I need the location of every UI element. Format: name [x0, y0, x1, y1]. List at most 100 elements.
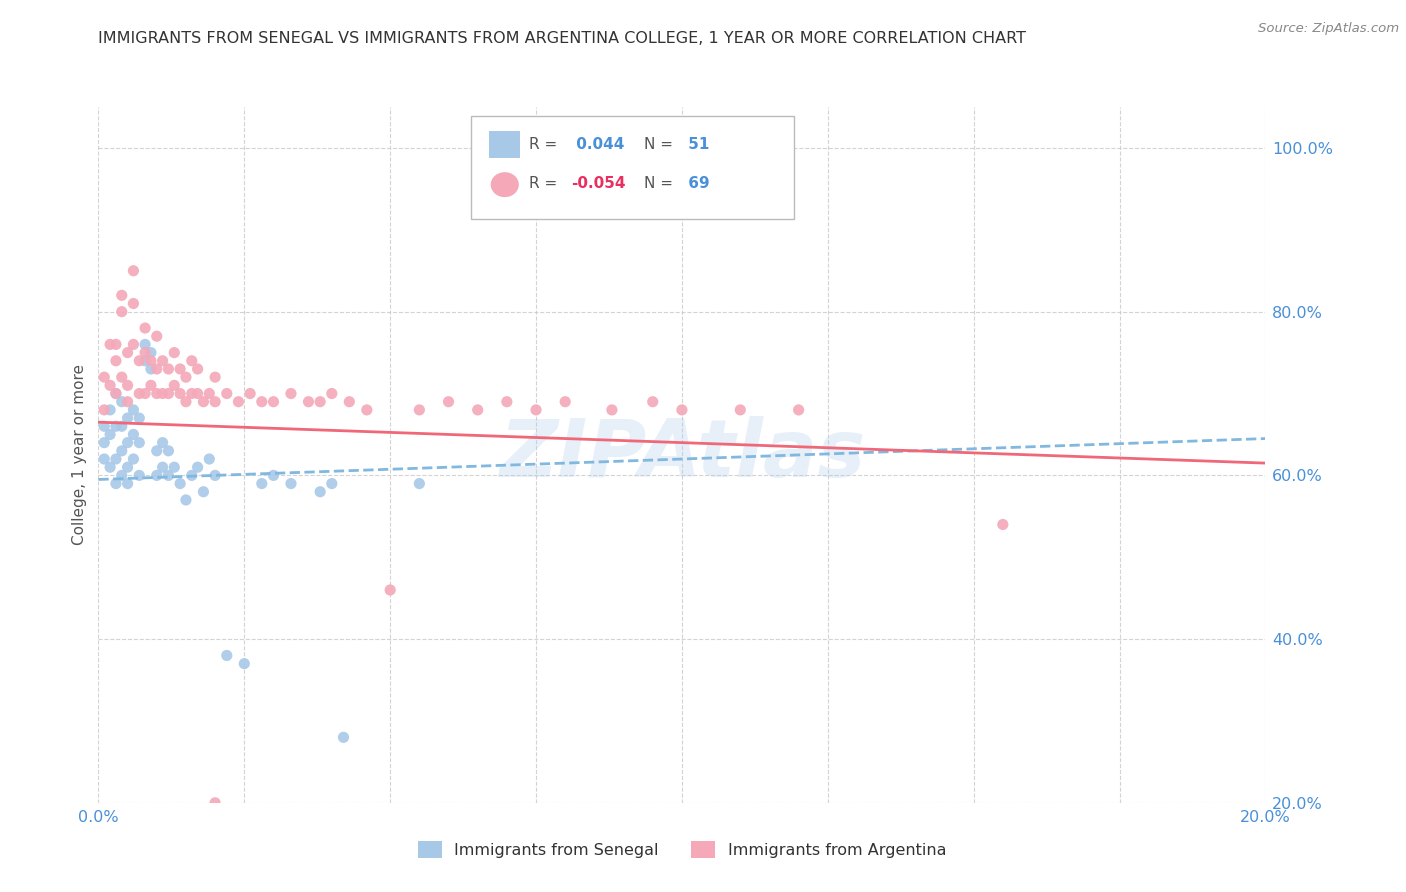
Point	[146, 329, 169, 343]
Point	[169, 476, 191, 491]
Point	[93, 370, 115, 384]
Point	[215, 386, 238, 401]
Point	[122, 296, 145, 310]
Point	[152, 460, 174, 475]
Point	[122, 337, 145, 351]
Point	[134, 386, 156, 401]
Point	[641, 394, 664, 409]
Point	[111, 468, 134, 483]
Point	[174, 394, 197, 409]
Point	[117, 378, 139, 392]
Point	[111, 288, 134, 302]
Point	[163, 345, 186, 359]
Text: 51: 51	[683, 137, 710, 153]
Point	[198, 452, 221, 467]
Point	[198, 386, 221, 401]
Point	[111, 443, 134, 458]
Point	[157, 443, 180, 458]
Point	[408, 403, 430, 417]
Point	[495, 394, 517, 409]
Point	[356, 403, 378, 417]
Point	[146, 468, 169, 483]
Point	[152, 386, 174, 401]
Point	[139, 362, 162, 376]
Point	[104, 386, 127, 401]
Point	[233, 657, 256, 671]
Point	[128, 468, 150, 483]
Point	[152, 435, 174, 450]
Point	[111, 394, 134, 409]
Point	[104, 452, 127, 467]
Point	[332, 731, 354, 745]
Point	[169, 362, 191, 376]
Point	[204, 468, 226, 483]
Point	[321, 386, 343, 401]
Point	[991, 517, 1014, 532]
Point	[111, 304, 134, 318]
Point	[98, 337, 121, 351]
Point	[180, 468, 202, 483]
Point	[98, 427, 121, 442]
Point	[321, 476, 343, 491]
Point	[122, 427, 145, 442]
Point	[728, 403, 751, 417]
Point	[787, 403, 810, 417]
Point	[437, 394, 460, 409]
Point	[122, 403, 145, 417]
Point	[104, 386, 127, 401]
Point	[139, 345, 162, 359]
Point	[467, 403, 489, 417]
Point	[337, 394, 360, 409]
Point	[111, 419, 134, 434]
Point	[250, 476, 273, 491]
Point	[98, 460, 121, 475]
Point	[204, 370, 226, 384]
Point	[187, 460, 209, 475]
Point	[104, 337, 127, 351]
Point	[128, 411, 150, 425]
Point	[117, 460, 139, 475]
Point	[146, 443, 169, 458]
Point	[215, 648, 238, 663]
Point	[193, 484, 215, 499]
Text: R =: R =	[529, 176, 557, 191]
Point	[297, 394, 319, 409]
Point	[378, 582, 402, 597]
Point	[134, 353, 156, 368]
Point	[157, 386, 180, 401]
Point	[174, 492, 197, 507]
Point	[600, 403, 623, 417]
Point	[163, 378, 186, 392]
Point	[152, 353, 174, 368]
Point	[239, 386, 262, 401]
Point	[554, 394, 576, 409]
Point	[117, 476, 139, 491]
Point	[169, 386, 191, 401]
Point	[193, 394, 215, 409]
Text: Source: ZipAtlas.com: Source: ZipAtlas.com	[1258, 22, 1399, 36]
Point	[117, 411, 139, 425]
Point	[146, 386, 169, 401]
Point	[180, 386, 202, 401]
Point	[134, 321, 156, 335]
Point	[262, 394, 284, 409]
Point	[157, 362, 180, 376]
Point	[204, 796, 226, 810]
Point	[98, 378, 121, 392]
Point	[139, 378, 162, 392]
Y-axis label: College, 1 year or more: College, 1 year or more	[72, 365, 87, 545]
Point	[134, 345, 156, 359]
Point	[104, 419, 127, 434]
Point	[524, 403, 547, 417]
Point	[146, 362, 169, 376]
Point	[104, 353, 127, 368]
Point	[187, 362, 209, 376]
Point	[93, 435, 115, 450]
Point	[117, 345, 139, 359]
Point	[157, 468, 180, 483]
Point	[111, 370, 134, 384]
Point	[228, 394, 250, 409]
Point	[122, 264, 145, 278]
Point	[104, 476, 127, 491]
Point	[250, 394, 273, 409]
